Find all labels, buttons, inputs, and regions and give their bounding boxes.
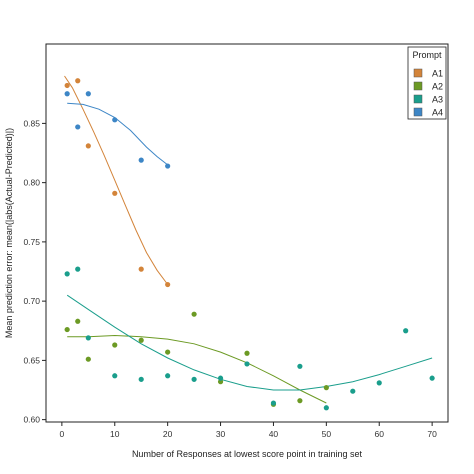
legend-swatch-a1 (413, 68, 423, 78)
data-point-a2 (323, 385, 329, 391)
data-point-a4 (75, 124, 81, 130)
data-point-a2 (165, 349, 171, 355)
data-point-a3 (165, 373, 171, 379)
legend-label-a1: A1 (432, 69, 443, 79)
x-tick-label: 60 (375, 429, 385, 439)
trend-lines (64, 75, 433, 404)
data-point-a1 (64, 82, 70, 89)
legend: Prompt A1 A2 A3 A4 (407, 46, 447, 120)
data-point-a3 (64, 271, 70, 277)
x-tick-label: 40 (269, 429, 279, 439)
legend-label-a3: A3 (432, 95, 443, 105)
data-point-a2 (244, 350, 250, 356)
data-point-a3 (217, 375, 224, 381)
y-axis-title: Mean prediction error: mean(|abs(Actual-… (4, 128, 14, 338)
x-axis: 0 10 20 30 40 50 60 70 (60, 422, 437, 439)
legend-swatch-a4 (413, 107, 423, 117)
y-tick-label: 0.65 (23, 355, 40, 365)
data-point-a4 (85, 91, 91, 97)
data-point-a3 (244, 361, 250, 367)
data-point-a3 (191, 376, 197, 382)
y-axis: 0.60 0.65 0.70 0.75 0.80 0.85 (23, 118, 46, 425)
data-point-a1 (165, 281, 171, 288)
legend-title: Prompt (412, 50, 442, 60)
y-tick-label: 0.75 (23, 237, 40, 247)
data-point-a2 (75, 318, 81, 324)
data-point-a2 (297, 398, 303, 404)
y-tick-label: 0.70 (23, 296, 40, 306)
data-point-a2 (217, 379, 224, 385)
trend-line-a2 (67, 334, 327, 404)
data-point-a1 (112, 190, 118, 196)
trend-line-a3 (66, 294, 433, 391)
data-point-a3 (270, 400, 277, 406)
legend-label-a4: A4 (432, 108, 443, 118)
data-point-a3 (297, 363, 303, 369)
data-point-a4 (138, 157, 144, 163)
x-tick-label: 20 (163, 429, 173, 439)
legend-swatch-a2 (413, 81, 423, 91)
data-point-a2 (64, 326, 70, 333)
data-point-a2 (191, 311, 197, 317)
data-point-a3 (112, 373, 118, 379)
data-point-a1 (75, 78, 81, 84)
data-points (64, 78, 435, 411)
data-point-a3 (403, 328, 409, 334)
legend-label-a2: A2 (432, 82, 443, 92)
x-axis-title: Number of Responses at lowest score poin… (132, 449, 363, 459)
data-point-a3 (323, 405, 329, 411)
data-point-a4 (112, 117, 118, 123)
x-tick-label: 30 (216, 429, 226, 439)
trend-line-a4 (67, 102, 169, 166)
plot-panel (45, 43, 449, 423)
data-point-a2 (112, 342, 118, 348)
data-point-a3 (75, 266, 81, 272)
data-point-a3 (138, 376, 144, 382)
data-point-a2 (85, 356, 91, 362)
legend-swatch-a3 (413, 94, 423, 104)
data-point-a3 (429, 375, 435, 381)
data-point-a3 (85, 335, 91, 341)
y-tick-label: 0.85 (23, 118, 40, 128)
trend-line-a1 (64, 75, 169, 285)
y-tick-label: 0.80 (23, 178, 40, 188)
data-point-a1 (85, 143, 91, 149)
data-point-a2 (138, 337, 144, 343)
x-tick-label: 10 (110, 429, 120, 439)
y-tick-label: 0.60 (23, 415, 40, 425)
data-point-a3 (350, 388, 356, 394)
x-tick-label: 50 (322, 429, 332, 439)
data-point-a3 (376, 380, 382, 386)
data-point-a4 (165, 163, 171, 169)
x-tick-label: 70 (427, 429, 437, 439)
x-tick-label: 0 (60, 429, 65, 439)
data-point-a1 (138, 266, 144, 272)
data-point-a4 (64, 91, 70, 97)
